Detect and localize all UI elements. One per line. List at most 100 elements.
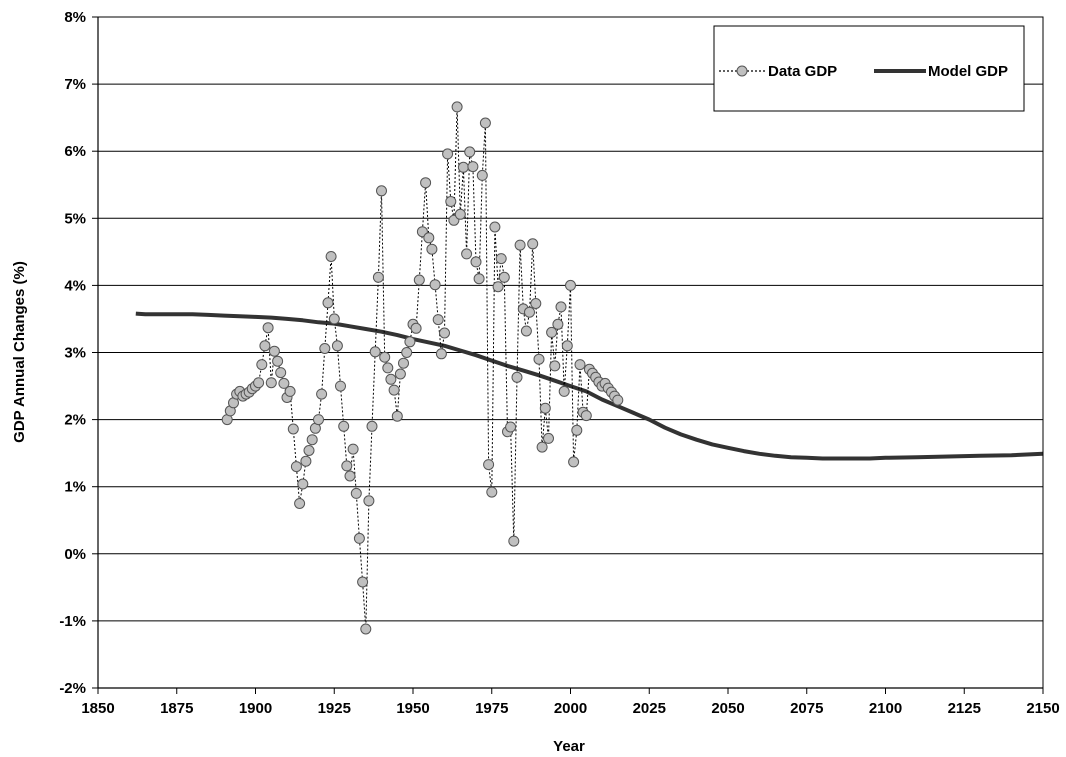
data-gdp-point — [272, 355, 284, 367]
legend-model-gdp-label: Model GDP — [928, 63, 1008, 80]
data-gdp-point — [568, 456, 580, 468]
data-gdp-point — [461, 248, 473, 260]
x-tick-label: 2075 — [790, 700, 823, 717]
x-tick-label: 1925 — [318, 700, 351, 717]
data-gdp-point — [495, 253, 507, 265]
data-gdp-point — [524, 306, 535, 318]
data-gdp-point — [543, 432, 554, 444]
x-tick-label: 2000 — [554, 700, 587, 717]
y-tick-label: 8% — [64, 9, 86, 26]
y-tick-label: 6% — [64, 143, 86, 160]
x-tick-label: 1975 — [475, 700, 508, 717]
data-gdp-point — [353, 532, 365, 544]
data-gdp-point — [508, 535, 520, 547]
data-gdp-point — [363, 495, 375, 507]
data-gdp-point — [561, 340, 573, 352]
data-gdp-point — [360, 623, 372, 635]
data-gdp-point — [372, 271, 384, 283]
data-gdp-point — [287, 423, 299, 435]
y-tick-label: -1% — [59, 613, 86, 630]
data-gdp-point — [580, 410, 592, 422]
data-gdp-point — [322, 297, 334, 309]
y-axis-title: GDP Annual Changes (%) — [11, 261, 28, 443]
y-tick-label: -2% — [59, 680, 86, 697]
data-gdp-point — [259, 340, 271, 352]
data-gdp-point — [530, 298, 542, 309]
data-gdp-point — [486, 486, 498, 498]
data-gdp-point — [467, 161, 479, 173]
data-gdp-point — [489, 221, 501, 233]
data-gdp-point — [571, 424, 583, 436]
data-gdp-point — [429, 279, 441, 291]
data-gdp-point — [476, 169, 488, 181]
data-gdp-point — [442, 148, 454, 160]
data-gdp-point — [439, 327, 450, 339]
data-gdp-point — [357, 576, 369, 588]
data-gdp-point — [268, 345, 280, 357]
data-gdp-point — [319, 343, 331, 354]
data-gdp-point — [533, 353, 545, 365]
data-gdp-point — [514, 239, 526, 251]
data-gdp-point — [385, 373, 397, 385]
data-gdp-point — [574, 359, 586, 371]
data-gdp-point — [350, 487, 362, 499]
data-gdp-line — [226, 106, 619, 630]
data-gdp-point — [379, 351, 391, 363]
data-gdp-point — [470, 256, 482, 268]
x-tick-label: 2025 — [633, 700, 666, 717]
data-gdp-point — [413, 274, 425, 286]
data-gdp-point — [262, 322, 274, 334]
data-gdp-point — [527, 238, 539, 250]
data-gdp-point — [325, 251, 337, 262]
x-tick-label: 1850 — [81, 700, 114, 717]
data-gdp-point — [306, 434, 318, 446]
data-gdp-point — [539, 402, 551, 414]
data-gdp-point — [552, 318, 564, 330]
data-gdp-point — [366, 420, 378, 432]
tick-labels: -2% -1% 0% 1% 2% 3% 4% 5% 6% 7% 8% 1850 1875 1900 1925… — [59, 9, 1059, 717]
data-gdp-point — [369, 346, 381, 358]
x-axis-title: Year — [553, 738, 585, 755]
data-gdp-point — [451, 101, 463, 113]
data-gdp-point — [432, 314, 444, 326]
y-tick-label: 5% — [64, 210, 86, 227]
data-gdp-point — [410, 322, 422, 334]
data-gdp-point — [536, 441, 548, 453]
y-tick-label: 7% — [64, 76, 86, 93]
data-gdp-point — [344, 470, 356, 482]
data-gdp-point — [498, 271, 510, 283]
data-gdp-point — [404, 336, 416, 348]
data-gdp-point — [505, 421, 517, 433]
data-gdp-point — [492, 281, 504, 293]
data-gdp-point — [284, 385, 296, 397]
legend: Data GDP Model GDP — [713, 25, 1025, 112]
data-gdp-point — [331, 340, 343, 352]
data-gdp-point — [303, 445, 315, 456]
data-gdp-point — [313, 414, 324, 426]
data-gdp-point — [511, 371, 523, 383]
y-tick-label: 1% — [64, 479, 86, 496]
legend-box — [713, 25, 1025, 112]
data-gdp-point — [401, 347, 413, 358]
data-gdp-point — [297, 478, 309, 490]
legend-data-gdp-marker — [736, 65, 748, 77]
data-gdp-point — [426, 243, 438, 255]
data-gdp-point — [479, 117, 491, 129]
data-gdp-point — [376, 185, 387, 197]
data-gdp-point — [612, 394, 624, 406]
x-tick-label: 1900 — [239, 700, 272, 717]
y-tick-label: 3% — [64, 345, 86, 362]
x-tick-label: 1875 — [160, 700, 193, 717]
data-gdp-point — [473, 273, 485, 285]
x-tick-label: 2150 — [1026, 700, 1059, 717]
data-gdp-point — [253, 377, 265, 389]
data-gdp-point — [565, 279, 576, 291]
data-gdp-point — [290, 461, 302, 473]
data-gdp-point — [546, 326, 558, 338]
data-gdp-point — [464, 146, 476, 158]
data-gdp-point — [435, 348, 447, 360]
data-gdp-point — [265, 377, 277, 389]
data-gdp-point — [316, 388, 328, 400]
data-gdp-point — [335, 380, 346, 392]
